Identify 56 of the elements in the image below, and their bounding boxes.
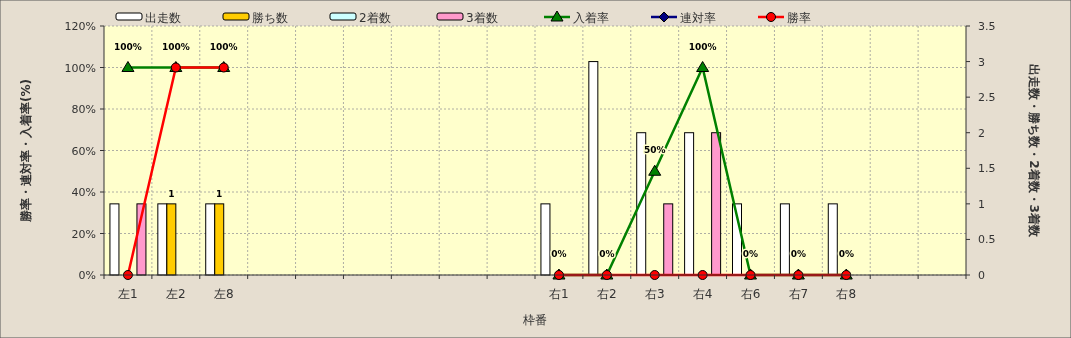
data-label: 0% xyxy=(551,249,567,259)
point xyxy=(121,61,135,72)
y2-tick-label: 0 xyxy=(978,269,985,282)
data-label: 100% xyxy=(688,41,717,52)
legend-label: 勝ち数 xyxy=(252,11,288,25)
y2-axis-title: 出走数・勝ち数・2着数・3着数 xyxy=(1027,64,1041,238)
point xyxy=(696,61,710,72)
x-tick-label: 左1 xyxy=(118,287,138,301)
y2-tick-label: 3.5 xyxy=(978,20,996,33)
x-tick-label: 左8 xyxy=(213,287,234,301)
bar xyxy=(109,203,120,276)
point xyxy=(648,164,662,176)
bar xyxy=(663,203,674,276)
y-tick-label: 80% xyxy=(71,103,96,116)
y2-tick-label: 1 xyxy=(978,197,985,211)
legend-label: 勝率 xyxy=(787,11,811,25)
y2-tick-label: 1.5 xyxy=(978,162,996,176)
y-tick-label: 60% xyxy=(71,144,96,158)
y-tick-label: 40% xyxy=(71,186,96,199)
y2-tick-label: 2 xyxy=(978,126,985,140)
bar xyxy=(779,203,790,276)
legend-label: 入着率 xyxy=(573,11,609,25)
legend-label: 出走数 xyxy=(145,11,181,25)
data-label: 0% xyxy=(790,249,807,259)
x-tick-label: 右1 xyxy=(549,287,569,301)
x-tick-label: 右4 xyxy=(692,287,713,301)
x-tick-label: 左2 xyxy=(166,287,186,301)
y2-tick-label: 2.5 xyxy=(978,91,996,105)
bar xyxy=(684,132,695,276)
x-tick-label: 右8 xyxy=(836,287,857,301)
x-axis-title: 枠番 xyxy=(522,313,547,327)
x-tick-label: 右3 xyxy=(644,287,665,301)
data-label: 100% xyxy=(114,41,142,52)
y2-tick-label: 0.5 xyxy=(978,233,996,247)
data-label: 0% xyxy=(838,249,854,259)
x-tick-label: 右6 xyxy=(740,287,761,301)
bar xyxy=(540,203,551,276)
data-label: 1 xyxy=(216,188,223,199)
legend-label: 3着数 xyxy=(466,11,498,25)
y-tick-label: 20% xyxy=(71,227,96,241)
bar xyxy=(588,61,599,276)
y-axis-title: 勝率・連対率・入着率(%) xyxy=(19,79,33,223)
legend-label: 2着数 xyxy=(359,11,391,25)
data-label: 0% xyxy=(599,249,615,259)
y-tick-label: 100% xyxy=(64,61,96,75)
bar xyxy=(711,132,722,276)
bar xyxy=(827,203,838,276)
data-label: 100% xyxy=(209,41,238,52)
data-label: 1 xyxy=(168,188,175,199)
data-label: 100% xyxy=(161,41,190,52)
y-tick-label: 0% xyxy=(78,269,96,282)
y-tick-label: 120% xyxy=(64,20,96,33)
x-tick-label: 右7 xyxy=(788,287,809,301)
legend-label: 連対率 xyxy=(680,11,716,25)
y2-tick-label: 3 xyxy=(978,55,985,69)
x-tick-label: 右2 xyxy=(597,287,617,301)
